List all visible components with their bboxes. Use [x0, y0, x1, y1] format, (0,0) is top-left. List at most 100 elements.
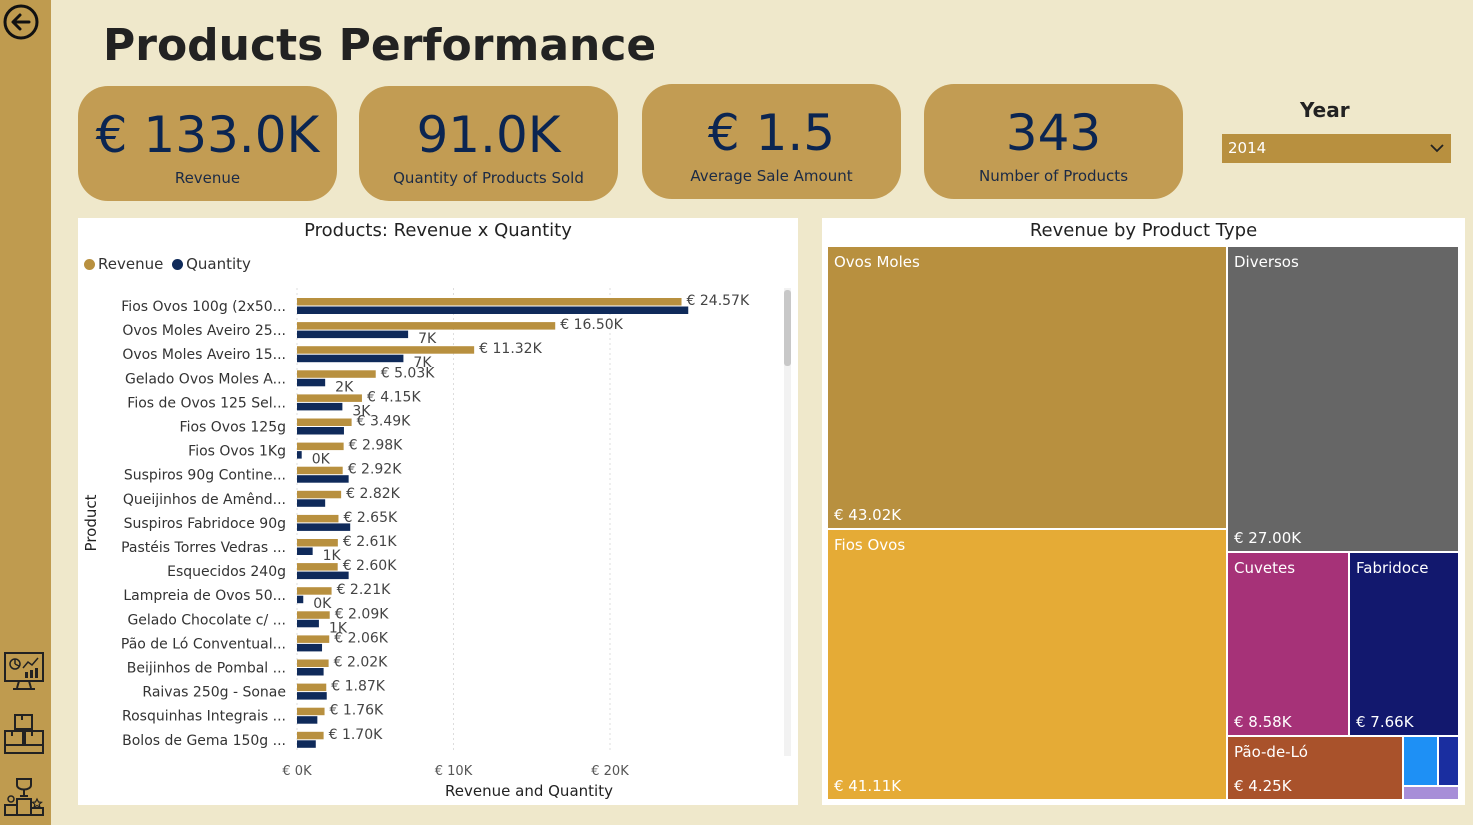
- treemap-tile-name: Ovos Moles: [834, 253, 920, 271]
- category-label: Raivas 250g - Sonae: [142, 685, 286, 701]
- kpi-card-number-products: 343 Number of Products: [924, 84, 1183, 199]
- treemap-tile-value: € 43.02K: [834, 506, 902, 524]
- quantity-bar: [297, 692, 327, 700]
- category-label: Esquecidos 240g: [167, 564, 286, 580]
- category-label: Queijinhos de Amênd...: [123, 492, 286, 508]
- treemap-tile-value: € 41.11K: [834, 777, 902, 795]
- treemap-tile-value: € 7.66K: [1356, 713, 1414, 731]
- quantity-bar: [297, 427, 344, 435]
- revenue-data-label: € 2.82K: [346, 486, 401, 502]
- revenue-data-label: € 4.15K: [367, 389, 422, 405]
- category-label: Bolos de Gema 150g ...: [122, 733, 286, 749]
- revenue-bar: [297, 514, 339, 523]
- quantity-bar: [297, 740, 316, 748]
- kpi-label: Number of Products: [978, 167, 1129, 185]
- treemap-tile-name: Pão-de-Ló: [1234, 743, 1308, 761]
- y-axis-title: Product: [82, 494, 100, 551]
- revenue-data-label: € 11.32K: [479, 341, 542, 357]
- bar-chart: € 0K € 10K € 20K Revenue and Quantity Produc…: [82, 288, 750, 800]
- legend-quantity-marker: [172, 259, 184, 270]
- x-tick-label: € 20K: [591, 764, 629, 779]
- treemap-tile[interactable]: Pão-de-Ló € 4.25K: [1228, 737, 1402, 799]
- page-title: Products Performance: [103, 20, 657, 71]
- legend-revenue-marker: [84, 259, 95, 270]
- quantity-data-label: 7K: [413, 355, 432, 371]
- treemap-tile[interactable]: Fios Ovos € 41.11K: [828, 530, 1226, 799]
- treemap-tile[interactable]: [1404, 737, 1437, 785]
- category-label: Fios Ovos 1Kg: [188, 444, 286, 460]
- treemap-tile[interactable]: Ovos Moles € 43.02K: [828, 247, 1226, 528]
- category-label: Suspiros 90g Contine...: [124, 468, 286, 484]
- bar-chart-scrollbar-track[interactable]: [784, 288, 791, 756]
- revenue-data-label: € 2.92K: [348, 462, 403, 478]
- treemap-tile[interactable]: Diversos € 27.00K: [1228, 247, 1458, 551]
- kpi-value: 343: [1005, 104, 1102, 162]
- quantity-bar: [297, 402, 343, 411]
- revenue-data-label: € 3.49K: [357, 414, 412, 430]
- revenue-bar: [297, 707, 325, 716]
- kpi-value: € 133.0K: [95, 106, 320, 164]
- revenue-bar: [297, 611, 330, 619]
- treemap-tile[interactable]: Cuvetes € 8.58K: [1228, 553, 1348, 735]
- dashboard-monitor-icon[interactable]: [2, 650, 46, 696]
- treemap-tile-name: Fios Ovos: [834, 536, 906, 554]
- quantity-bar: [297, 354, 404, 363]
- revenue-bar: [297, 394, 362, 402]
- category-label: Ovos Moles Aveiro 25...: [122, 323, 286, 339]
- quantity-data-label: 3K: [352, 403, 371, 419]
- quantity-bar: [297, 643, 323, 652]
- revenue-bar: [297, 635, 330, 643]
- revenue-bar: [297, 539, 338, 547]
- revenue-bar: [297, 370, 376, 378]
- podium-trophy-icon[interactable]: [2, 775, 46, 823]
- boxes-icon[interactable]: [2, 712, 46, 760]
- category-label: Pão de Ló Conventual...: [121, 636, 286, 652]
- kpi-card-quantity: 91.0K Quantity of Products Sold: [359, 86, 618, 201]
- quantity-bar: [297, 619, 319, 628]
- kpi-label: Average Sale Amount: [690, 167, 853, 185]
- revenue-data-label: € 2.98K: [349, 438, 404, 454]
- quantity-bar: [297, 716, 318, 724]
- x-tick-label: € 0K: [282, 764, 312, 779]
- revenue-data-label: € 24.57K: [687, 293, 750, 309]
- treemap-tile[interactable]: Fabridoce € 7.66K: [1350, 553, 1458, 735]
- treemap-tile-value: € 8.58K: [1234, 713, 1292, 731]
- bar-chart-title: Products: Revenue x Quantity: [304, 220, 572, 241]
- revenue-data-label: € 1.87K: [331, 679, 386, 695]
- quantity-data-label: 7K: [418, 331, 437, 347]
- kpi-value: € 1.5: [707, 104, 836, 162]
- quantity-bar: [297, 499, 326, 507]
- treemap-tile[interactable]: [1439, 737, 1458, 785]
- revenue-data-label: € 2.09K: [335, 606, 390, 622]
- revenue-data-label: € 2.61K: [343, 534, 398, 550]
- bar-chart-panel: Products: Revenue x Quantity: [78, 218, 798, 805]
- category-label: Rosquinhas Integrais ...: [122, 709, 286, 725]
- kpi-label: Revenue: [174, 169, 241, 187]
- revenue-data-label: € 2.60K: [343, 558, 398, 574]
- quantity-bar: [297, 330, 409, 339]
- revenue-bar: [297, 731, 324, 740]
- revenue-bar: [297, 587, 332, 595]
- quantity-data-label: 0K: [313, 596, 332, 612]
- revenue-bar: [297, 418, 352, 426]
- treemap-tile-value: € 27.00K: [1234, 529, 1302, 547]
- category-label: Suspiros Fabridoce 90g: [124, 516, 286, 532]
- legend-quantity-label: Quantity: [186, 255, 251, 273]
- back-arrow-icon[interactable]: [2, 3, 40, 45]
- revenue-data-label: € 2.02K: [334, 655, 389, 671]
- revenue-bar: [297, 490, 342, 499]
- x-tick-label: € 10K: [435, 764, 473, 779]
- revenue-data-label: € 2.65K: [343, 510, 398, 526]
- treemap-tile[interactable]: [1404, 787, 1458, 799]
- treemap-tile-name: Diversos: [1234, 253, 1299, 271]
- revenue-data-label: € 16.50K: [560, 317, 623, 333]
- bar-chart-scrollbar-thumb[interactable]: [784, 290, 791, 366]
- category-label: Ovos Moles Aveiro 15...: [122, 347, 286, 363]
- category-label: Gelado Ovos Moles A...: [125, 371, 286, 387]
- bar-chart-legend: Revenue Quantity: [84, 255, 251, 273]
- revenue-bar: [297, 466, 343, 475]
- category-label: Fios Ovos 125g: [180, 420, 286, 436]
- year-dropdown[interactable]: 2014: [1222, 134, 1451, 163]
- quantity-bar: [297, 547, 313, 555]
- quantity-bar: [297, 475, 349, 483]
